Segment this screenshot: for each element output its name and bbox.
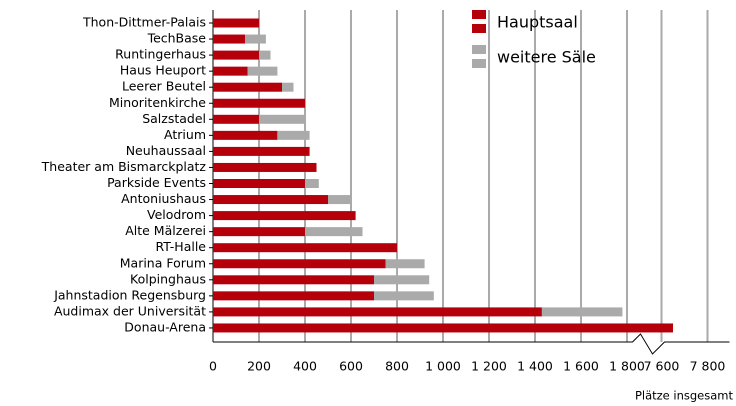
x-tick-label: 1 800 — [609, 359, 645, 374]
legend-swatch — [472, 45, 486, 54]
x-tick-label: 600 — [339, 359, 363, 374]
y-tick-label: Audimax der Universität — [54, 303, 206, 318]
x-tick-label: 7 600 — [644, 359, 680, 374]
bar — [213, 162, 317, 172]
x-axis-label: Plätze insgesamt — [635, 389, 734, 403]
bar — [213, 307, 542, 317]
bar — [245, 34, 266, 44]
legend-swatch — [472, 24, 486, 33]
bar — [277, 130, 310, 140]
bar — [213, 323, 673, 333]
bar — [213, 114, 259, 124]
bar — [259, 50, 271, 60]
bar — [213, 179, 305, 188]
bar — [213, 98, 305, 108]
bar — [305, 227, 363, 237]
y-tick-label: RT-Halle — [156, 239, 207, 254]
y-tick-label: Donau-Arena — [124, 319, 206, 334]
legend-swatch — [472, 59, 486, 68]
bar — [213, 130, 278, 140]
y-tick-label: Thon-Dittmer-Palais — [82, 15, 206, 30]
x-axis — [213, 333, 730, 355]
x-tick-label: 400 — [293, 359, 317, 374]
bar — [213, 275, 374, 285]
bar — [213, 82, 282, 92]
x-tick-label: 1 400 — [517, 359, 553, 374]
y-tick-label: Leerer Beutel — [122, 79, 206, 94]
legend-swatch — [472, 10, 486, 19]
bar — [213, 259, 386, 269]
bar — [213, 211, 356, 221]
y-tick-label: Atrium — [164, 127, 206, 142]
y-tick-label: Marina Forum — [120, 255, 206, 270]
bar — [385, 259, 425, 269]
bar — [247, 66, 278, 76]
bar — [213, 227, 305, 237]
bar — [213, 34, 246, 44]
y-tick-label: Antoniushaus — [121, 191, 206, 206]
x-tick-label: 800 — [385, 359, 409, 374]
x-tick-label: 1 000 — [425, 359, 461, 374]
legend: Hauptsaal weitere Säle — [472, 10, 596, 68]
legend-label: weitere Säle — [497, 48, 596, 67]
bar — [374, 275, 430, 285]
y-tick-label: TechBase — [147, 31, 207, 46]
y-tick-label: Theater am Bismarckplatz — [41, 159, 207, 174]
bar — [213, 243, 397, 253]
bar — [213, 18, 259, 28]
x-tick-label: 1 600 — [563, 359, 599, 374]
bar — [282, 82, 294, 92]
y-tick-label: Alte Mälzerei — [125, 223, 206, 238]
bar — [305, 179, 319, 188]
bar — [328, 195, 351, 205]
y-tick-label: Runtingerhaus — [115, 47, 206, 62]
bar — [374, 291, 434, 301]
x-tick-label: 1 200 — [471, 359, 507, 374]
bar — [213, 50, 259, 60]
x-tick-label: 0 — [209, 359, 217, 374]
bar — [213, 195, 328, 205]
bar — [259, 114, 305, 124]
y-tick-label: Salzstadel — [142, 111, 206, 126]
bar — [213, 66, 248, 76]
y-tick-label: Jahnstadion Regensburg — [53, 287, 206, 302]
bar — [213, 146, 310, 156]
y-tick-label: Minoritenkirche — [109, 95, 206, 110]
legend-label: Hauptsaal — [497, 13, 578, 32]
y-tick-label: Neuhaussaal — [126, 143, 206, 158]
y-tick-label: Haus Heuport — [120, 63, 206, 78]
y-tick-label: Velodrom — [147, 207, 206, 222]
bar — [541, 307, 623, 317]
bar — [213, 291, 374, 301]
x-tick-label: 200 — [247, 359, 271, 374]
x-tick-label: 7 800 — [690, 359, 726, 374]
y-tick-label: Parkside Events — [107, 175, 206, 190]
y-tick-label: Kolpinghaus — [130, 271, 206, 286]
